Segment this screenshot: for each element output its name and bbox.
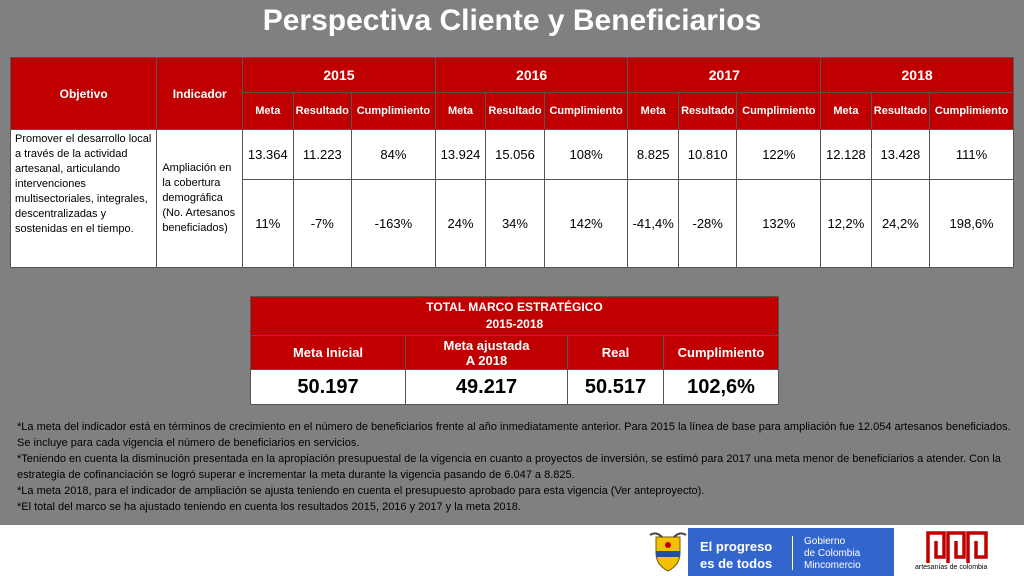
- brand-name: artesanías de colombia: [915, 564, 988, 571]
- col-meta-ajustada: Meta ajustada A 2018: [405, 335, 568, 370]
- slogan-line1: El progreso: [700, 539, 773, 554]
- row1-cell: 13.364: [242, 129, 294, 180]
- row2-cell: 11%: [242, 179, 294, 268]
- gov-line1: Gobierno: [804, 536, 846, 547]
- row2-cell: -28%: [677, 179, 738, 268]
- sub-header-meta: Meta: [242, 92, 294, 130]
- strategic-total-header-line2: 2015-2018: [485, 317, 544, 331]
- value-real: 50.517: [567, 369, 664, 405]
- row1-cell: 10.810: [677, 129, 738, 180]
- indicator-cell: Ampliación en la cobertura demográfica (…: [156, 129, 244, 268]
- government-label: Gobierno de Colombia Mincomercio: [804, 536, 861, 572]
- row2-cell: 34%: [485, 179, 545, 268]
- footnote: *La meta 2018, para el indicador de ampl…: [17, 485, 705, 497]
- slogan-line2: es de todos: [700, 556, 773, 571]
- value-cumplimiento: 102,6%: [662, 369, 780, 405]
- indicator-table: Objetivo Indicador 2015 2016 2017 2018 M…: [9, 57, 1014, 268]
- row2-cell: -41,4%: [627, 179, 679, 268]
- strategic-total-table: TOTAL MARCO ESTRATÉGICO 2015-2018 Meta I…: [249, 296, 780, 405]
- sub-header-resultado: Resultado: [485, 92, 545, 130]
- row1-cell: 108%: [543, 129, 629, 180]
- row2-cell: 132%: [736, 179, 822, 268]
- row2-cell: -7%: [292, 179, 353, 268]
- row1-cell: 122%: [736, 129, 822, 180]
- year-header-2016: 2016: [434, 57, 629, 93]
- row2-cell: 24,2%: [870, 179, 931, 268]
- col-header-objetivo: Objetivo: [9, 57, 158, 130]
- row2-cell: 198,6%: [929, 179, 1014, 268]
- row1-cell: 11.223: [292, 129, 353, 180]
- col-cumplimiento: Cumplimiento: [662, 335, 780, 370]
- sub-header-cumplimiento: Cumplimiento: [736, 92, 822, 130]
- col-meta-ajustada-line2: A 2018: [465, 352, 508, 368]
- gov-line2: de Colombia: [804, 548, 861, 559]
- footnote: *La meta del indicador está en términos …: [17, 421, 1011, 449]
- strategic-total-header: TOTAL MARCO ESTRATÉGICO 2015-2018: [249, 296, 780, 336]
- year-header-2015: 2015: [242, 57, 436, 93]
- divider: [792, 536, 793, 570]
- footnote: *Teniendo en cuenta la disminución prese…: [17, 453, 1001, 481]
- objective-cell: Promover el desarrollo local a través de…: [9, 129, 158, 268]
- row1-cell: 111%: [929, 129, 1014, 180]
- strategic-total-header-line1: TOTAL MARCO ESTRATÉGICO: [426, 300, 603, 314]
- sub-header-cumplimiento: Cumplimiento: [351, 92, 436, 130]
- value-meta-inicial: 50.197: [250, 369, 406, 405]
- gov-line3: Mincomercio: [804, 560, 861, 571]
- slide-title: Perspectiva Cliente y Beneficiarios: [262, 4, 762, 37]
- slogan: El progreso es de todos: [700, 538, 772, 572]
- government-blue-panel: [688, 528, 894, 576]
- col-meta-inicial: Meta Inicial: [250, 335, 406, 370]
- sub-header-meta: Meta: [820, 92, 872, 130]
- coat-of-arms-icon: [649, 532, 687, 572]
- row1-cell: 15.056: [485, 129, 545, 180]
- artesanias-logo-icon: [926, 531, 988, 563]
- footnotes: *La meta del indicador está en términos …: [17, 419, 1012, 515]
- row2-cell: 24%: [434, 179, 487, 268]
- sub-header-resultado: Resultado: [292, 92, 353, 130]
- col-meta-ajustada-line1: Meta ajustada: [443, 337, 530, 353]
- value-meta-ajustada: 49.217: [405, 369, 568, 405]
- footnote: *El total del marco se ha ajustado tenie…: [17, 501, 521, 513]
- sub-header-cumplimiento: Cumplimiento: [929, 92, 1014, 130]
- row2-cell: 12,2%: [820, 179, 872, 268]
- sub-header-meta: Meta: [627, 92, 679, 130]
- row2-cell: 142%: [543, 179, 629, 268]
- sub-header-resultado: Resultado: [870, 92, 931, 130]
- row1-cell: 84%: [351, 129, 436, 180]
- col-header-indicador: Indicador: [156, 57, 244, 130]
- row1-cell: 13.428: [870, 129, 931, 180]
- col-real: Real: [567, 335, 664, 370]
- sub-header-meta: Meta: [434, 92, 487, 130]
- year-header-2018: 2018: [820, 57, 1014, 93]
- row1-cell: 12.128: [820, 129, 872, 180]
- sub-header-cumplimiento: Cumplimiento: [543, 92, 629, 130]
- sub-header-resultado: Resultado: [677, 92, 738, 130]
- row2-cell: -163%: [351, 179, 436, 268]
- row1-cell: 8.825: [627, 129, 679, 180]
- year-header-2017: 2017: [627, 57, 822, 93]
- row1-cell: 13.924: [434, 129, 487, 180]
